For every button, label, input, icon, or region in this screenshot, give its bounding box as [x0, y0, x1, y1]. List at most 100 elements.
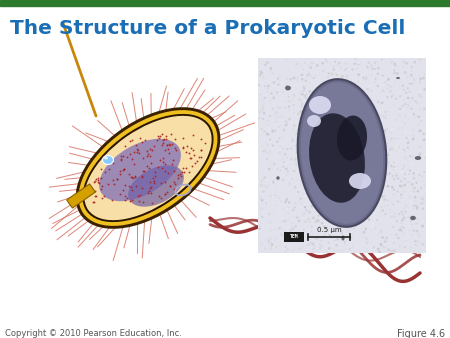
Point — [292, 239, 299, 244]
Point — [360, 115, 367, 120]
Point — [274, 167, 281, 172]
Point — [315, 217, 322, 223]
Point — [345, 146, 352, 152]
Point — [296, 198, 303, 204]
Point — [393, 105, 400, 111]
Point — [263, 239, 270, 244]
Point — [270, 107, 277, 112]
Point — [361, 129, 368, 134]
Point — [94, 177, 101, 183]
Point — [337, 105, 344, 111]
Point — [393, 171, 400, 176]
Point — [318, 169, 325, 174]
Ellipse shape — [128, 165, 184, 207]
Point — [267, 90, 274, 96]
Point — [314, 218, 321, 223]
Point — [324, 81, 331, 87]
Point — [90, 199, 98, 205]
Point — [392, 157, 399, 163]
Point — [299, 114, 306, 119]
Point — [151, 170, 158, 175]
Point — [333, 146, 340, 152]
Point — [274, 120, 281, 126]
Point — [350, 91, 357, 96]
Point — [330, 222, 338, 228]
Point — [272, 185, 279, 191]
Point — [301, 110, 308, 115]
Point — [382, 152, 389, 158]
Point — [259, 88, 266, 93]
Point — [387, 84, 394, 89]
Point — [339, 75, 346, 80]
Point — [366, 88, 373, 93]
Point — [378, 75, 385, 80]
Point — [316, 241, 323, 246]
Point — [407, 79, 414, 84]
Point — [362, 130, 369, 136]
Point — [262, 185, 270, 190]
Point — [419, 206, 427, 211]
Point — [345, 131, 352, 137]
Point — [297, 92, 304, 98]
Point — [410, 228, 417, 233]
Point — [164, 190, 171, 195]
Point — [334, 237, 341, 242]
Ellipse shape — [342, 236, 345, 240]
Point — [354, 138, 361, 143]
Point — [326, 245, 333, 251]
Point — [316, 176, 323, 182]
Point — [105, 181, 112, 186]
Point — [408, 69, 415, 74]
Point — [326, 233, 333, 238]
Point — [374, 232, 382, 238]
Point — [324, 164, 331, 169]
Point — [366, 142, 373, 147]
Point — [323, 84, 330, 90]
Point — [322, 195, 329, 201]
Point — [320, 234, 328, 239]
Point — [349, 143, 356, 149]
Point — [297, 187, 304, 192]
Point — [400, 231, 407, 236]
Point — [293, 61, 301, 67]
Point — [262, 148, 270, 154]
Point — [146, 146, 153, 151]
Point — [392, 210, 399, 216]
Point — [276, 136, 283, 141]
Point — [351, 67, 358, 72]
Point — [345, 198, 352, 203]
Point — [354, 86, 361, 91]
Point — [389, 147, 396, 152]
Point — [378, 57, 386, 63]
Point — [410, 136, 417, 142]
Point — [121, 143, 128, 149]
Point — [264, 237, 271, 243]
Point — [139, 174, 146, 179]
Point — [378, 204, 385, 210]
Point — [300, 150, 307, 155]
Point — [368, 185, 375, 191]
Point — [374, 174, 381, 179]
Point — [259, 162, 266, 167]
Point — [313, 213, 320, 218]
Point — [336, 201, 343, 207]
Point — [371, 207, 378, 213]
Point — [352, 110, 359, 115]
Point — [266, 137, 274, 142]
Point — [314, 148, 321, 153]
Point — [289, 136, 296, 141]
Point — [369, 119, 377, 124]
Point — [300, 120, 307, 125]
Point — [392, 117, 399, 123]
Point — [292, 158, 299, 163]
Point — [357, 147, 364, 152]
Point — [400, 206, 408, 211]
Point — [319, 221, 326, 226]
Point — [333, 162, 341, 167]
Point — [306, 133, 313, 139]
Point — [316, 147, 323, 153]
Ellipse shape — [103, 155, 113, 165]
Point — [392, 79, 399, 84]
Point — [258, 88, 265, 94]
Point — [351, 110, 358, 115]
